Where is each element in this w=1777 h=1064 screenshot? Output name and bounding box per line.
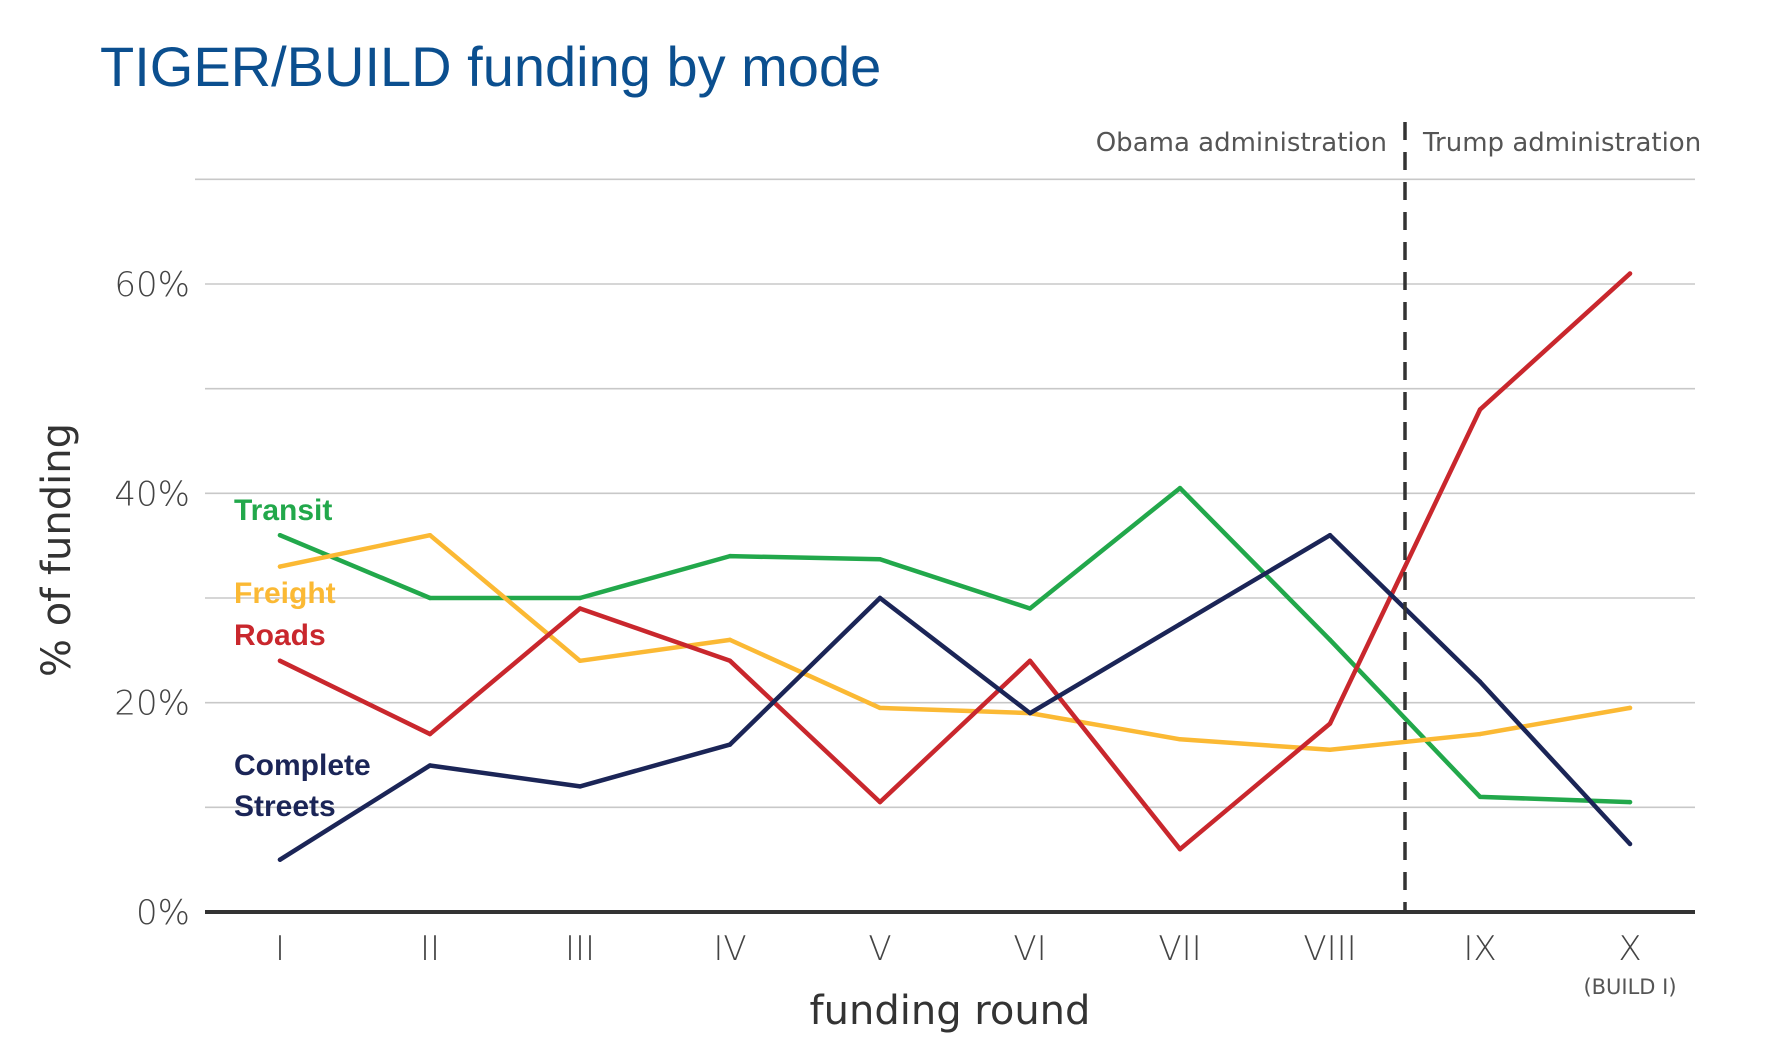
x-tick-label: IV bbox=[713, 929, 746, 969]
data-point-transit bbox=[427, 595, 433, 601]
data-point-transit bbox=[277, 533, 283, 538]
x-axis-title: funding round bbox=[810, 988, 1091, 1034]
data-point-complete-streets bbox=[727, 742, 733, 747]
data-point-roads bbox=[727, 658, 733, 663]
data-point-freight bbox=[727, 637, 733, 643]
data-point-roads bbox=[427, 731, 433, 737]
x-tick-label: IX bbox=[1463, 929, 1496, 969]
y-axis-ticks: 0% 20% 40% 60% bbox=[114, 265, 190, 933]
series-lines bbox=[277, 271, 1633, 862]
data-point-transit bbox=[1327, 637, 1333, 643]
data-point-freight bbox=[1477, 731, 1483, 737]
series-line-freight bbox=[277, 532, 1633, 753]
x-tick-label: V bbox=[868, 929, 891, 969]
data-point-freight bbox=[877, 705, 883, 711]
data-point-complete-streets bbox=[1177, 621, 1183, 627]
data-point-complete-streets bbox=[877, 595, 883, 601]
data-point-roads bbox=[1627, 271, 1633, 276]
y-tick-label: 0% bbox=[136, 893, 190, 933]
data-point-transit bbox=[1627, 799, 1633, 805]
data-point-complete-streets bbox=[1027, 710, 1033, 716]
data-point-freight bbox=[1627, 705, 1633, 711]
data-point-complete-streets bbox=[1327, 533, 1333, 538]
era-label-obama: Obama administration bbox=[1096, 128, 1387, 158]
data-point-transit bbox=[877, 557, 883, 562]
series-label-transit: Transit bbox=[234, 494, 332, 527]
y-tick-label: 40% bbox=[114, 474, 190, 514]
era-annotations: Obama administration Trump administration bbox=[1096, 122, 1701, 912]
series-label-roads: Roads bbox=[234, 619, 326, 652]
x-tick-label: II bbox=[420, 929, 440, 969]
data-point-roads bbox=[877, 799, 883, 805]
series-label-freight: Freight bbox=[234, 577, 336, 610]
data-point-freight bbox=[277, 564, 283, 569]
data-point-transit bbox=[727, 553, 733, 559]
x-tick-label: VII bbox=[1158, 929, 1201, 969]
series-labels: Transit Freight Roads Complete Streets bbox=[234, 494, 371, 823]
x-axis-ticks: I II III IV V VI VII VIII IX X(BUILD I) bbox=[275, 929, 1677, 999]
data-point-complete-streets bbox=[1627, 841, 1633, 847]
y-tick-label: 20% bbox=[114, 684, 190, 724]
data-point-roads bbox=[1177, 847, 1183, 852]
x-tick-label: VI bbox=[1013, 929, 1046, 969]
data-point-transit bbox=[1477, 794, 1483, 800]
gridlines bbox=[195, 178, 1695, 914]
data-point-transit bbox=[1177, 485, 1183, 491]
data-point-freight bbox=[1327, 747, 1333, 752]
data-point-freight bbox=[577, 658, 583, 663]
x-tick-label: III bbox=[565, 929, 595, 969]
data-point-transit bbox=[1027, 606, 1033, 611]
data-point-complete-streets bbox=[577, 784, 583, 789]
data-point-roads bbox=[1327, 721, 1333, 726]
series-label-complete-streets: Complete Streets bbox=[234, 749, 371, 823]
series-line-roads bbox=[277, 271, 1633, 852]
data-point-complete-streets bbox=[277, 857, 283, 862]
era-label-trump: Trump administration bbox=[1422, 128, 1701, 158]
data-point-complete-streets bbox=[427, 763, 433, 768]
data-point-roads bbox=[277, 658, 283, 663]
data-point-freight bbox=[1177, 737, 1183, 742]
y-tick-label: 60% bbox=[114, 265, 190, 305]
series-line-transit bbox=[277, 485, 1633, 805]
x-tick-label: VIII bbox=[1303, 929, 1356, 969]
data-point-roads bbox=[1477, 407, 1483, 412]
data-point-roads bbox=[1027, 658, 1033, 663]
x-tick-label: I bbox=[275, 929, 285, 969]
y-axis-title: % of funding bbox=[34, 423, 80, 677]
data-point-roads bbox=[577, 606, 583, 611]
chart-title: TIGER/BUILD funding by mode bbox=[100, 35, 881, 98]
data-point-transit bbox=[577, 595, 583, 601]
data-point-freight bbox=[427, 533, 433, 538]
data-point-complete-streets bbox=[1477, 679, 1483, 684]
x-tick-label: X bbox=[1618, 929, 1641, 969]
x-tick-note: (BUILD I) bbox=[1583, 975, 1676, 999]
